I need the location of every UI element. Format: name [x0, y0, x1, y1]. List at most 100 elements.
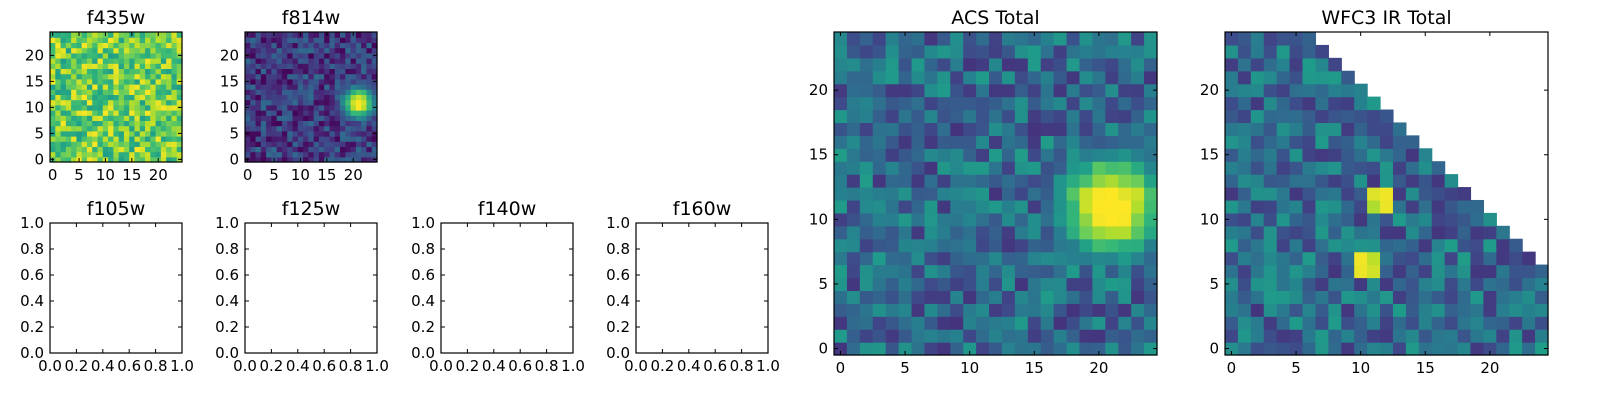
- heatmap-cell: [350, 141, 357, 147]
- panel-title: f105w: [87, 198, 146, 220]
- heatmap-cell: [1341, 251, 1355, 266]
- heatmap-cell: [1079, 148, 1093, 162]
- heatmap-cell: [76, 47, 83, 54]
- heatmap-cell: [65, 136, 72, 142]
- heatmap-cell: [266, 37, 272, 43]
- heatmap-cell: [911, 238, 926, 253]
- y-tick-label: 1.0: [215, 214, 239, 232]
- heatmap-cell: [1237, 342, 1252, 356]
- heatmap-cell: [123, 151, 130, 158]
- heatmap-cell: [260, 104, 267, 111]
- heatmap-cell: [366, 151, 373, 158]
- heatmap-cell: [60, 99, 67, 106]
- axes-frame: [1224, 31, 1549, 356]
- heatmap-cell: [287, 63, 294, 69]
- heatmap-cell: [176, 32, 183, 38]
- heatmap-cell: [1289, 57, 1304, 72]
- heatmap-cell: [129, 146, 136, 153]
- heatmap-cell: [123, 94, 130, 101]
- heatmap-cell: [1014, 277, 1029, 291]
- heatmap-cell: [271, 73, 278, 80]
- heatmap-cell: [345, 58, 352, 64]
- heatmap-cell: [123, 136, 130, 142]
- heatmap-cell: [1144, 329, 1158, 343]
- heatmap-cell: [1001, 135, 1016, 149]
- heatmap-cell: [108, 136, 114, 142]
- heatmap-cell: [55, 73, 62, 80]
- heatmap-cell: [1496, 303, 1510, 317]
- heatmap-cell: [71, 68, 77, 75]
- heatmap-cell: [271, 146, 278, 153]
- heatmap-cell: [97, 120, 104, 127]
- heatmap-cell: [1315, 109, 1329, 124]
- heatmap-cell: [1276, 161, 1291, 175]
- heatmap-cell: [92, 156, 99, 163]
- heatmap-cell: [1040, 264, 1055, 279]
- heatmap-cell: [989, 135, 1003, 149]
- heatmap-cell: [1444, 303, 1459, 317]
- heatmap-cell: [1367, 109, 1381, 124]
- heatmap-cell: [1392, 187, 1407, 201]
- heatmap-cell: [1131, 187, 1145, 201]
- heatmap-cell: [297, 37, 304, 43]
- heatmap-cell: [102, 78, 109, 85]
- heatmap-cell: [1354, 316, 1368, 330]
- heatmap-cell: [334, 78, 341, 85]
- heatmap-cell: [371, 94, 378, 101]
- heatmap-cell: [1118, 303, 1132, 317]
- heatmap-cell: [1380, 109, 1394, 124]
- heatmap-cell: [55, 63, 62, 69]
- heatmap-cell: [318, 89, 325, 95]
- heatmap-cell: [937, 199, 951, 214]
- heatmap-cell: [1053, 199, 1068, 214]
- heatmap-cell: [271, 104, 278, 111]
- heatmap-cell: [1289, 316, 1304, 330]
- heatmap-cell: [297, 120, 304, 127]
- heatmap-cell: [898, 238, 913, 253]
- heatmap-cell: [1040, 187, 1055, 201]
- heatmap-cell: [1380, 225, 1394, 240]
- heatmap-cell: [361, 78, 368, 85]
- heatmap-cell: [1276, 109, 1291, 124]
- heatmap-cell: [255, 89, 262, 95]
- axes-frame: [635, 222, 769, 354]
- heatmap-cell: [1001, 225, 1016, 240]
- heatmap-cell: [1367, 122, 1381, 136]
- heatmap-cell: [1014, 342, 1029, 356]
- heatmap-cell: [324, 84, 331, 90]
- heatmap-cell: [313, 89, 320, 95]
- heatmap-cell: [1509, 303, 1523, 317]
- heatmap-cell: [1027, 316, 1042, 330]
- heatmap-cell: [255, 58, 262, 64]
- heatmap-cell: [76, 78, 83, 85]
- heatmap-cell: [123, 32, 130, 38]
- heatmap-cell: [846, 290, 861, 304]
- heatmap-cell: [86, 68, 93, 75]
- heatmap-cell: [366, 130, 373, 137]
- heatmap-cell: [150, 89, 157, 95]
- heatmap-cell: [1079, 238, 1093, 253]
- heatmap-cell: [1225, 316, 1239, 330]
- heatmap-cell: [1444, 277, 1459, 291]
- heatmap-cell: [1092, 199, 1106, 214]
- y-tick-label: 1.0: [606, 214, 630, 232]
- heatmap-cell: [171, 120, 178, 127]
- heatmap-cell: [86, 58, 93, 64]
- heatmap-cell: [872, 70, 887, 85]
- heatmap-cell: [329, 52, 336, 59]
- heatmap-cell: [65, 37, 72, 43]
- heatmap-cell: [1144, 290, 1158, 304]
- heatmap-cell: [350, 52, 357, 59]
- x-tick-label: 0: [1227, 359, 1237, 377]
- heatmap-cell: [145, 32, 151, 38]
- heatmap-cell: [345, 151, 352, 158]
- heatmap-cell: [123, 68, 130, 75]
- heatmap-cell: [1079, 135, 1093, 149]
- heatmap-cell: [924, 148, 938, 162]
- heatmap-cell: [1237, 96, 1252, 111]
- y-tick-label: 5: [818, 275, 828, 293]
- heatmap-cell: [150, 136, 157, 142]
- heatmap-cell: [1302, 174, 1317, 188]
- heatmap-cell: [872, 32, 887, 46]
